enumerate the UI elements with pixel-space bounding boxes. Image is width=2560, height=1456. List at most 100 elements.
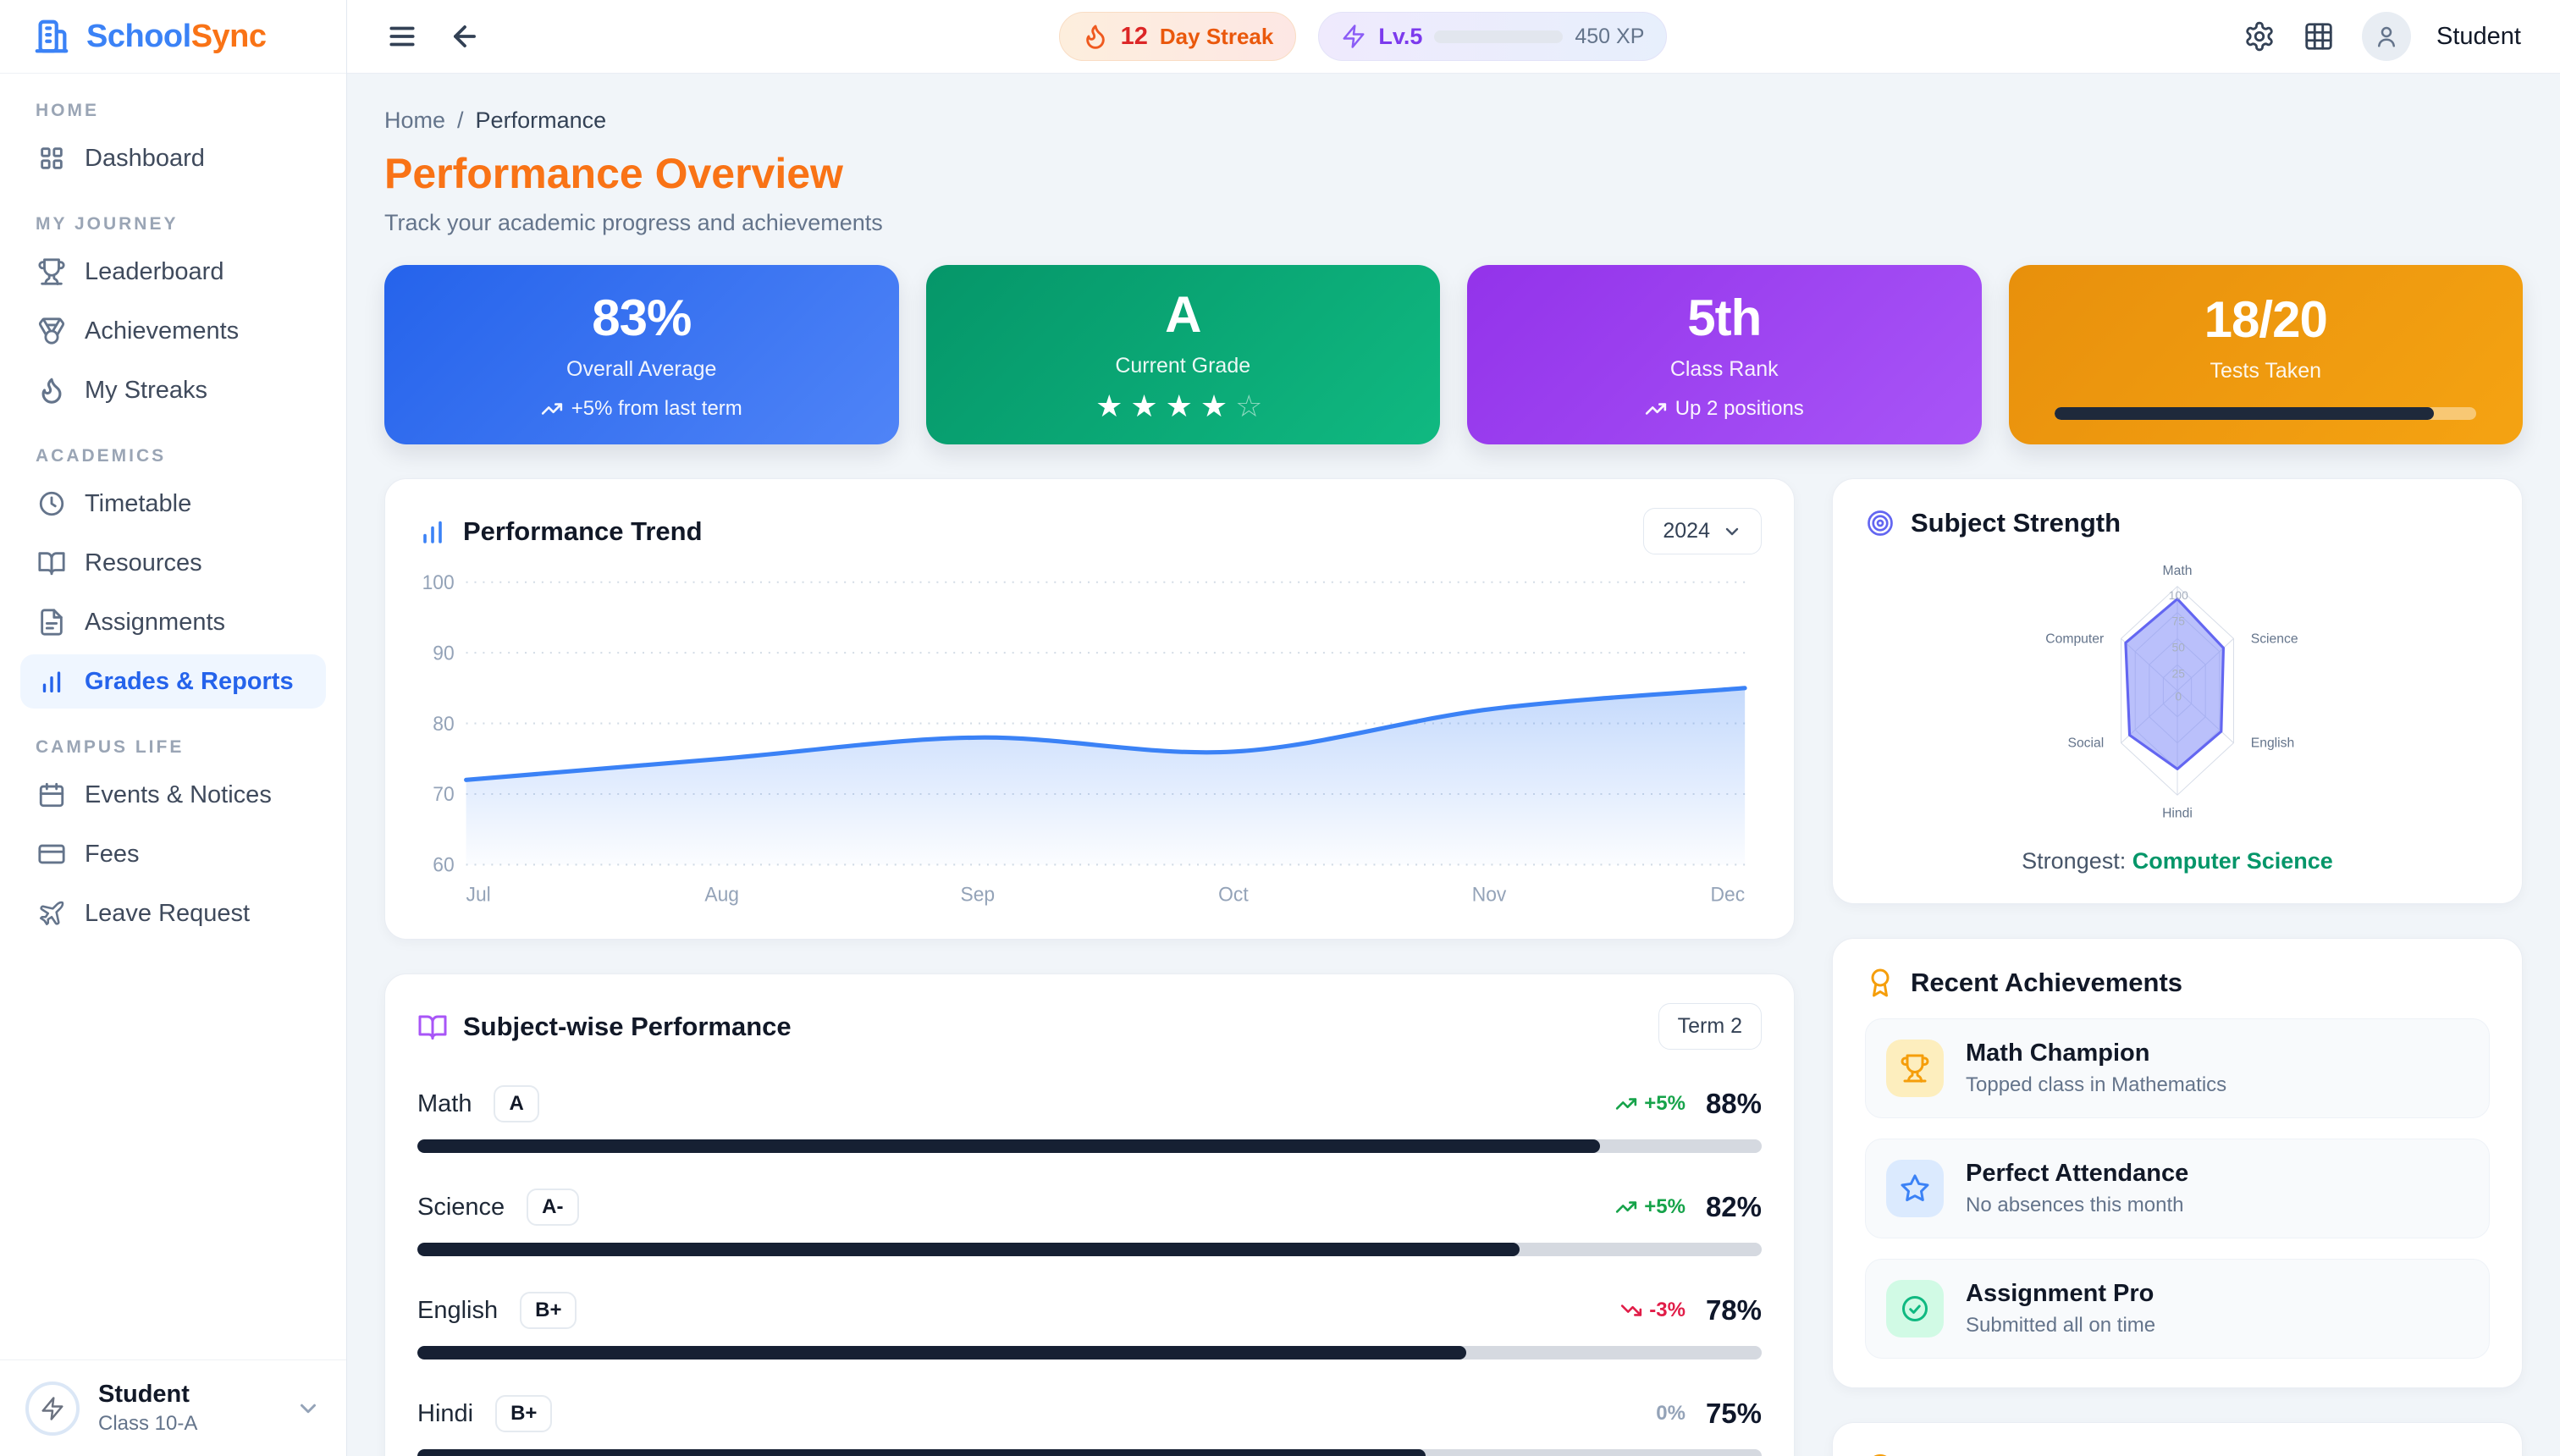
- sidebar-user-class: Class 10-A: [98, 1412, 198, 1435]
- dashboard-icon: [37, 144, 66, 173]
- achievement-title: Perfect Attendance: [1966, 1160, 2189, 1187]
- stat-cards-row: 83% Overall Average +5% from last term A…: [384, 265, 2523, 444]
- sidebar-section-academics: ACADEMICS: [36, 446, 167, 466]
- topbar-username: Student: [2436, 22, 2521, 50]
- subject-change: +5%: [1615, 1092, 1686, 1116]
- svg-text:0: 0: [2175, 689, 2182, 703]
- subject-name: Math: [417, 1089, 472, 1117]
- achievement-assignment-pro: Assignment Pro Submitted all on time: [1865, 1259, 2490, 1359]
- tests-progress-bar: [2055, 406, 2477, 420]
- svg-text:100: 100: [2169, 588, 2188, 602]
- stat-label: Class Rank: [1669, 357, 1779, 381]
- sidebar-user-name: Student: [98, 1381, 190, 1408]
- svg-text:Oct: Oct: [1218, 883, 1249, 905]
- svg-text:80: 80: [433, 712, 454, 734]
- sidebar-item-dashboard[interactable]: Dashboard: [20, 131, 326, 185]
- sidebar-item-timetable[interactable]: Timetable: [20, 477, 326, 531]
- topbar: 12 Day Streak Lv.5 450 XP Student: [347, 0, 2560, 74]
- sidebar-item-grades-reports[interactable]: Grades & Reports: [20, 654, 326, 709]
- term-button[interactable]: Term 2: [1658, 1003, 1762, 1050]
- sidebar-section-campus-life: CAMPUS LIFE: [36, 737, 185, 757]
- apps-grid-button[interactable]: [2303, 19, 2337, 53]
- topbar-badges: 12 Day Streak Lv.5 450 XP: [511, 12, 2215, 61]
- sidebar-item-label: Timetable: [85, 489, 192, 517]
- subject-progress-fill: [417, 1449, 1426, 1456]
- subject-percent: 88%: [1705, 1088, 1762, 1119]
- streak-label: Day Streak: [1159, 23, 1274, 49]
- sidebar-item-my-streaks[interactable]: My Streaks: [20, 363, 326, 417]
- user-avatar[interactable]: [2362, 12, 2412, 61]
- sidebar-item-events-notices[interactable]: Events & Notices: [20, 768, 326, 822]
- sidebar-item-resources[interactable]: Resources: [20, 536, 326, 590]
- grid-icon: [2303, 20, 2337, 52]
- credit-card-icon: [37, 840, 66, 869]
- radar-card-title: Subject Strength: [1911, 508, 2121, 538]
- breadcrumb-home-link[interactable]: Home: [384, 108, 446, 133]
- sidebar-item-label: Leave Request: [85, 899, 251, 927]
- sidebar-item-achievements[interactable]: Achievements: [20, 304, 326, 358]
- areas-improvement-card: Areas for Improvement English Grammar & …: [1832, 1422, 2523, 1456]
- stat-value: A: [1165, 286, 1201, 343]
- achievement-perfect-attendance: Perfect Attendance No absences this mont…: [1865, 1139, 2490, 1238]
- tests-progress-fill: [2055, 406, 2435, 420]
- subjects-card-title: Subject-wise Performance: [463, 1011, 792, 1041]
- school-building-icon: [32, 17, 71, 56]
- svg-text:75: 75: [2172, 615, 2186, 628]
- flame-icon: [37, 376, 66, 405]
- sidebar-item-label: Grades & Reports: [85, 667, 294, 695]
- stat-label: Overall Average: [566, 357, 717, 381]
- check-circle-icon: [1886, 1280, 1944, 1337]
- subject-performance-card: Subject-wise Performance Term 2 Math A +…: [384, 973, 1795, 1456]
- stat-card-overall-average: 83% Overall Average +5% from last term: [384, 265, 899, 444]
- topbar-actions: Student: [2243, 12, 2521, 61]
- main-content: Home / Performance Performance Overview …: [347, 74, 2560, 1456]
- person-icon: [2374, 24, 2399, 49]
- stat-subtext: +5% from last term: [541, 397, 742, 421]
- breadcrumb-current: Performance: [475, 108, 607, 133]
- strongest-subject: Computer Science: [2132, 848, 2333, 874]
- grade-badge: A-: [527, 1189, 579, 1226]
- radar-caption: Strongest: Computer Science: [1865, 848, 2490, 874]
- medal-icon: [37, 317, 66, 345]
- sidebar-item-label: Achievements: [85, 317, 240, 345]
- achievements-card-title: Recent Achievements: [1911, 968, 2183, 997]
- sidebar: SchoolSync HOME Dashboard MY JOURNEY Lead…: [0, 0, 347, 1456]
- subject-row-hindi: Hindi B+ 0% 75%: [417, 1395, 1762, 1456]
- sidebar-item-label: Assignments: [85, 608, 226, 636]
- level-label: Lv.5: [1378, 23, 1423, 49]
- achievement-desc: No absences this month: [1966, 1194, 2184, 1216]
- award-icon: [1865, 968, 1895, 998]
- user-avatar-bolt-icon: [25, 1381, 80, 1436]
- alert-circle-icon: [1865, 1452, 1895, 1456]
- day-streak-badge: 12 Day Streak: [1058, 12, 1297, 61]
- breadcrumb-separator: /: [457, 108, 464, 133]
- sidebar-nav: HOME Dashboard MY JOURNEY Leaderboard Ach…: [0, 74, 346, 1359]
- xp-progress-bar: [1434, 30, 1564, 43]
- sidebar-item-assignments[interactable]: Assignments: [20, 595, 326, 649]
- trending-up-icon: [1645, 398, 1667, 420]
- lightning-icon: [1341, 24, 1366, 49]
- sidebar-item-leave-request[interactable]: Leave Request: [20, 886, 326, 940]
- sidebar-item-label: Fees: [85, 840, 140, 868]
- sidebar-item-fees[interactable]: Fees: [20, 827, 326, 881]
- stat-value: 83%: [592, 290, 692, 346]
- svg-text:Computer: Computer: [2045, 631, 2104, 646]
- subject-change: +5%: [1615, 1195, 1686, 1219]
- achievement-math-champion: Math Champion Topped class in Mathematic…: [1865, 1018, 2490, 1118]
- year-select[interactable]: 2024: [1643, 508, 1762, 554]
- svg-text:25: 25: [2172, 666, 2186, 680]
- subject-name: English: [417, 1296, 499, 1324]
- breadcrumb: Home / Performance: [384, 108, 2523, 134]
- settings-button[interactable]: [2243, 19, 2277, 53]
- menu-button[interactable]: [386, 19, 420, 53]
- grade-badge: B+: [520, 1292, 577, 1329]
- trending-down-icon: [1620, 1299, 1642, 1321]
- stat-card-tests-taken: 18/20 Tests Taken: [2008, 265, 2523, 444]
- hamburger-menu-icon: [386, 20, 420, 52]
- sidebar-user-card[interactable]: Student Class 10-A: [0, 1359, 346, 1456]
- trending-up-icon: [541, 398, 563, 420]
- back-button[interactable]: [449, 19, 483, 53]
- subject-progress-fill: [417, 1243, 1520, 1256]
- sidebar-item-leaderboard[interactable]: Leaderboard: [20, 245, 326, 299]
- subject-row-english: English B+ -3% 78%: [417, 1292, 1762, 1359]
